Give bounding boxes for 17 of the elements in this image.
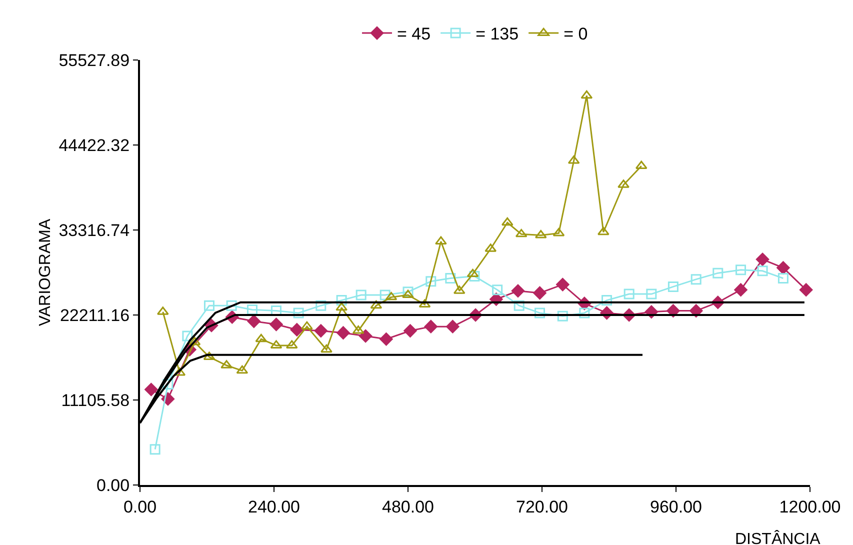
x-tick-label: 480.00: [382, 497, 434, 516]
x-tick-label: 960.00: [650, 497, 702, 516]
x-tick-label: 720.00: [516, 497, 568, 516]
legend-label: = 45: [397, 24, 431, 44]
legend-label: = 135: [476, 24, 519, 44]
y-tick-label: 22211.16: [60, 306, 130, 325]
x-axis-title: DISTÂNCIA: [735, 530, 821, 545]
x-tick-label: 240.00: [248, 497, 300, 516]
y-tick-label: 44422.32: [58, 136, 130, 155]
y-tick-label: 55527.89: [58, 50, 130, 70]
x-tick-label: 0.00: [123, 497, 157, 516]
x-tick-label: 1200.00: [779, 497, 841, 516]
y-tick-label: 33316.74: [58, 220, 130, 240]
legend-label: = 0: [564, 24, 588, 44]
y-axis-title: VARIOGRAMA: [37, 218, 54, 326]
y-tick-label: 0.00: [96, 476, 130, 495]
y-tick-label: 11105.58: [61, 390, 130, 410]
